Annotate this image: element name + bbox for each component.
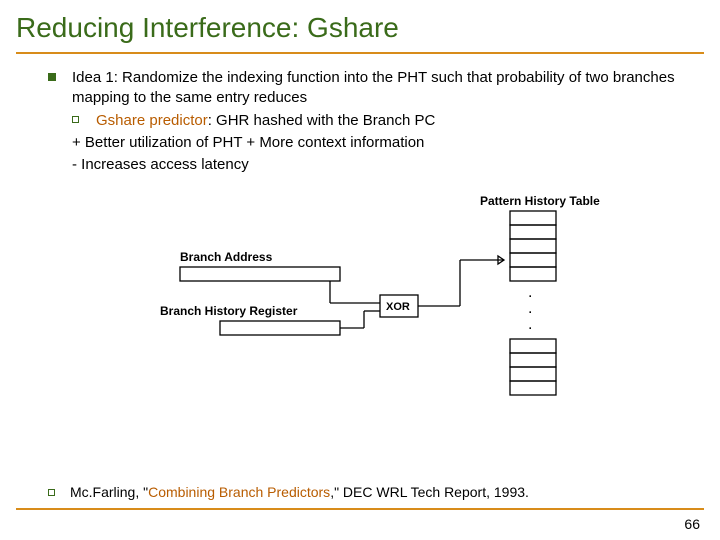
- bottom-underline: [16, 508, 704, 510]
- idea-text: Idea 1: Randomize the indexing function …: [72, 69, 675, 106]
- sub-bullet-icon: [72, 116, 79, 123]
- cite-title: Combining Branch Predictors: [148, 484, 330, 500]
- svg-text:.: .: [528, 284, 532, 301]
- minus-line: - Increases access latency: [48, 155, 680, 175]
- bhr-label: Branch History Register: [160, 304, 298, 318]
- cite-bullet-icon: [48, 489, 55, 496]
- slide-title: Reducing Interference: Gshare: [0, 0, 720, 52]
- idea-line: Idea 1: Randomize the indexing function …: [48, 68, 680, 109]
- content-area: Idea 1: Randomize the indexing function …: [0, 68, 720, 175]
- predictor-desc: : GHR hashed with the Branch PC: [208, 112, 436, 129]
- cite-rest: ," DEC WRL Tech Report, 1993.: [330, 484, 529, 500]
- page-number: 66: [684, 516, 700, 532]
- citation: Mc.Farling, "Combining Branch Predictors…: [70, 484, 529, 500]
- branch-addr-label: Branch Address: [180, 250, 273, 264]
- title-underline: [16, 52, 704, 54]
- gshare-diagram: Pattern History Table . . . Branch Addre…: [120, 193, 600, 403]
- pht-label: Pattern History Table: [480, 194, 600, 208]
- predictor-line: Gshare predictor: GHR hashed with the Br…: [48, 111, 680, 131]
- bullet-icon: [48, 73, 56, 81]
- xor-label: XOR: [386, 301, 410, 313]
- predictor-label: Gshare predictor: [96, 112, 208, 129]
- plus-line: + Better utilization of PHT + More conte…: [48, 133, 680, 153]
- svg-text:.: .: [528, 316, 532, 333]
- cite-author: Mc.Farling, ": [70, 484, 148, 500]
- svg-text:.: .: [528, 300, 532, 317]
